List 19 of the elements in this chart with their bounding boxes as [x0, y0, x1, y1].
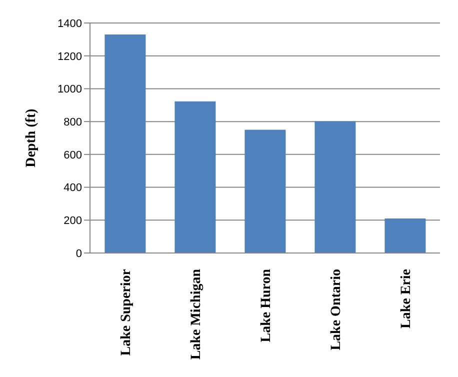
- bar: [174, 101, 216, 253]
- x-tick-label: Lake Erie: [399, 269, 414, 328]
- y-tick-label: 1400: [58, 18, 82, 30]
- y-tick-label: 200: [64, 215, 82, 228]
- y-tick-label: 1000: [58, 84, 82, 96]
- x-tick-label: Lake Superior: [119, 269, 134, 356]
- bar: [314, 121, 356, 253]
- y-tick-label: 0: [76, 248, 82, 260]
- bar: [244, 130, 286, 253]
- bar: [384, 218, 426, 253]
- y-tick-label: 600: [64, 149, 82, 162]
- y-tick-label: 400: [64, 182, 82, 194]
- y-axis-title: Depth (ft): [24, 108, 39, 168]
- x-tick-label: Lake Ontario: [329, 269, 344, 350]
- x-tick-label: Lake Huron: [259, 268, 274, 342]
- bar: [104, 34, 146, 253]
- y-tick-label: 800: [64, 116, 82, 128]
- x-tick-label: Lake Michigan: [189, 268, 204, 360]
- y-tick-label: 1200: [58, 50, 82, 63]
